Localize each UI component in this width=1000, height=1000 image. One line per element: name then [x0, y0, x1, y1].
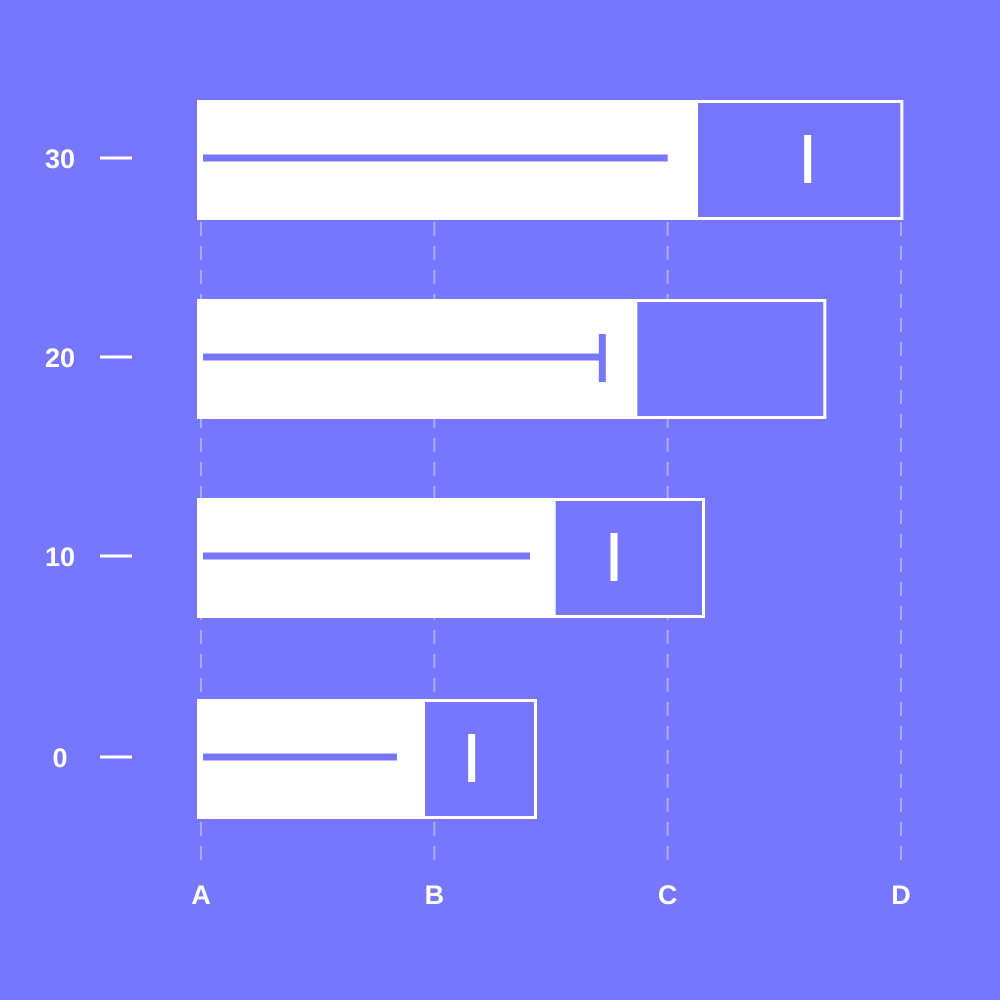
- x-tick-label-b: B: [425, 880, 445, 910]
- band-rect: [425, 702, 534, 816]
- bullet-row-10: [197, 498, 705, 618]
- y-tick-label-30: 30: [45, 144, 75, 174]
- y-tick-label-0: 0: [52, 743, 67, 773]
- x-tick-label-c: C: [658, 880, 678, 910]
- x-axis: A B C D: [191, 880, 911, 910]
- y-tick-label-10: 10: [45, 542, 75, 572]
- bullet-bars: [197, 100, 904, 819]
- band-rect: [698, 103, 901, 217]
- x-tick-label-a: A: [191, 880, 211, 910]
- y-axis: 0 10 20 30: [45, 144, 132, 773]
- target-marker: [610, 533, 618, 581]
- bullet-row-30: [197, 100, 904, 220]
- target-marker: [468, 734, 476, 782]
- y-tick-label-20: 20: [45, 343, 75, 373]
- target-marker: [598, 334, 606, 382]
- target-marker: [804, 135, 812, 183]
- band-rect: [555, 501, 702, 615]
- band-rect: [637, 302, 824, 416]
- bullet-row-0: [197, 699, 537, 819]
- x-tick-label-d: D: [891, 880, 911, 910]
- bullet-row-20: [197, 299, 827, 419]
